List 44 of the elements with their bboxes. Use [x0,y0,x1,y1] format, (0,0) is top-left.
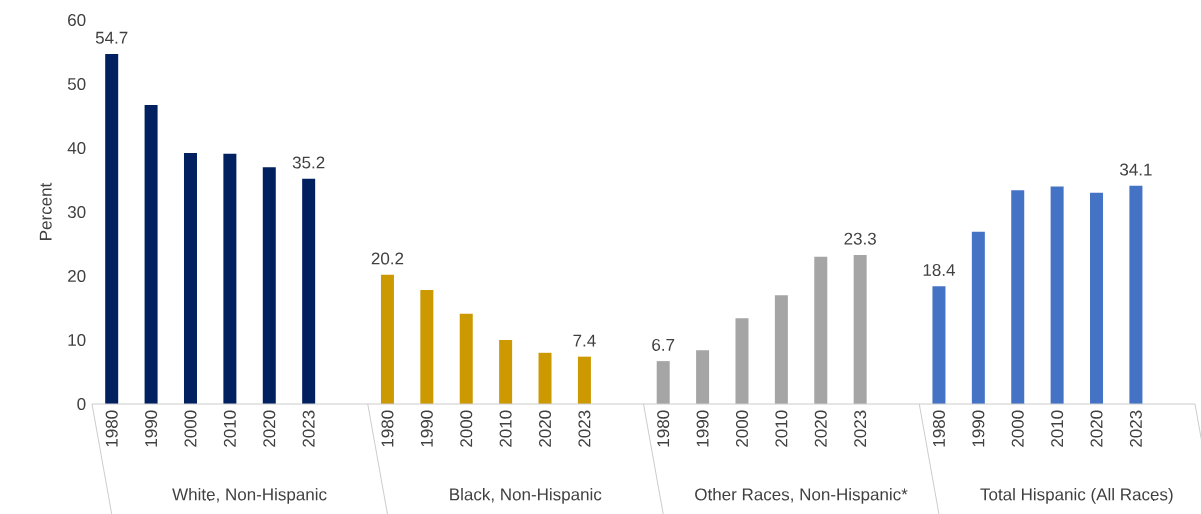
x-tick-label: 2023 [578,410,591,447]
y-tick-label: 40 [67,141,86,155]
data-label: 34.1 [1120,163,1152,176]
data-label: 20.2 [371,252,404,265]
x-tick-label: 2010 [775,410,788,447]
x-tick-label: 2010 [1051,410,1064,447]
y-axis-title: Percent [39,182,52,240]
data-label: 35.2 [292,156,325,169]
x-tick-label: 2000 [184,410,197,447]
y-tick-label: 30 [67,205,86,219]
data-label: 54.7 [95,31,128,44]
y-tick-label: 50 [67,77,86,91]
y-tick-label: 60 [68,13,86,27]
data-label: 7.4 [573,334,596,347]
x-tick-label: 1990 [696,410,709,447]
x-tick-label: 2000 [735,410,749,447]
x-tick-label: 2010 [499,410,512,447]
data-label: 6.7 [652,338,675,351]
y-tick-label: 0 [77,397,86,411]
x-tick-label: 1980 [105,410,118,447]
x-tick-label: 2000 [1011,410,1024,447]
x-tick-label: 2020 [539,410,552,447]
x-tick-label: 2020 [263,410,276,447]
x-tick-label: 2023 [302,410,315,447]
x-tick-label: 2000 [460,410,473,447]
x-tick-label: 1990 [972,410,985,447]
x-tick-label: 1980 [657,410,670,447]
text: Other Races, Non-Hispanic* [695,487,908,504]
data-label: 18.4 [923,264,955,277]
x-tick-label: 2020 [814,410,827,447]
y-tick-label: 10 [68,333,86,347]
x-tick-label: 2020 [1090,410,1103,447]
x-tick-label: 1980 [381,410,394,447]
x-tick-label: 1990 [420,410,433,447]
data-label: 23.3 [844,232,876,245]
x-tick-label: 2023 [1129,410,1142,447]
x-tick-label: 2010 [223,410,236,447]
y-tick-label: 20 [68,269,86,283]
text: Black, Non-Hispanic [450,487,602,504]
text: White, Non-Hispanic [172,487,327,504]
text: Total Hispanic (All Races) [980,487,1173,504]
x-tick-label: 2023 [854,410,867,447]
x-tick-label: 1980 [932,410,945,447]
x-tick-label: 1990 [145,410,158,447]
